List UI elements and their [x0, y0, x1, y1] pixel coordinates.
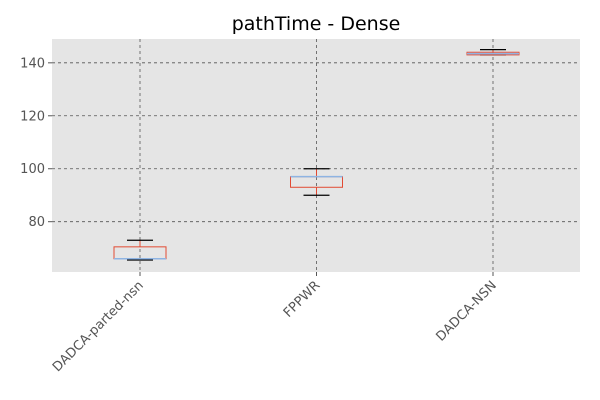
x-tick-label: DADCA-parted-nsn: [50, 278, 147, 375]
y-tick-label: 120: [20, 109, 45, 124]
box-3: [466, 48, 520, 56]
boxes: [113, 48, 520, 261]
y-tick-label: 80: [28, 215, 45, 230]
x-tick-label: DADCA-NSN: [434, 278, 500, 344]
box-2: [290, 168, 343, 196]
y-tick-label: 140: [20, 56, 45, 71]
y-tick-label: 100: [20, 162, 45, 177]
chart-title: pathTime - Dense: [232, 13, 401, 35]
plot-area: [52, 39, 580, 272]
x-tick-label: FPPWR: [281, 278, 323, 320]
box-1: [113, 239, 167, 261]
